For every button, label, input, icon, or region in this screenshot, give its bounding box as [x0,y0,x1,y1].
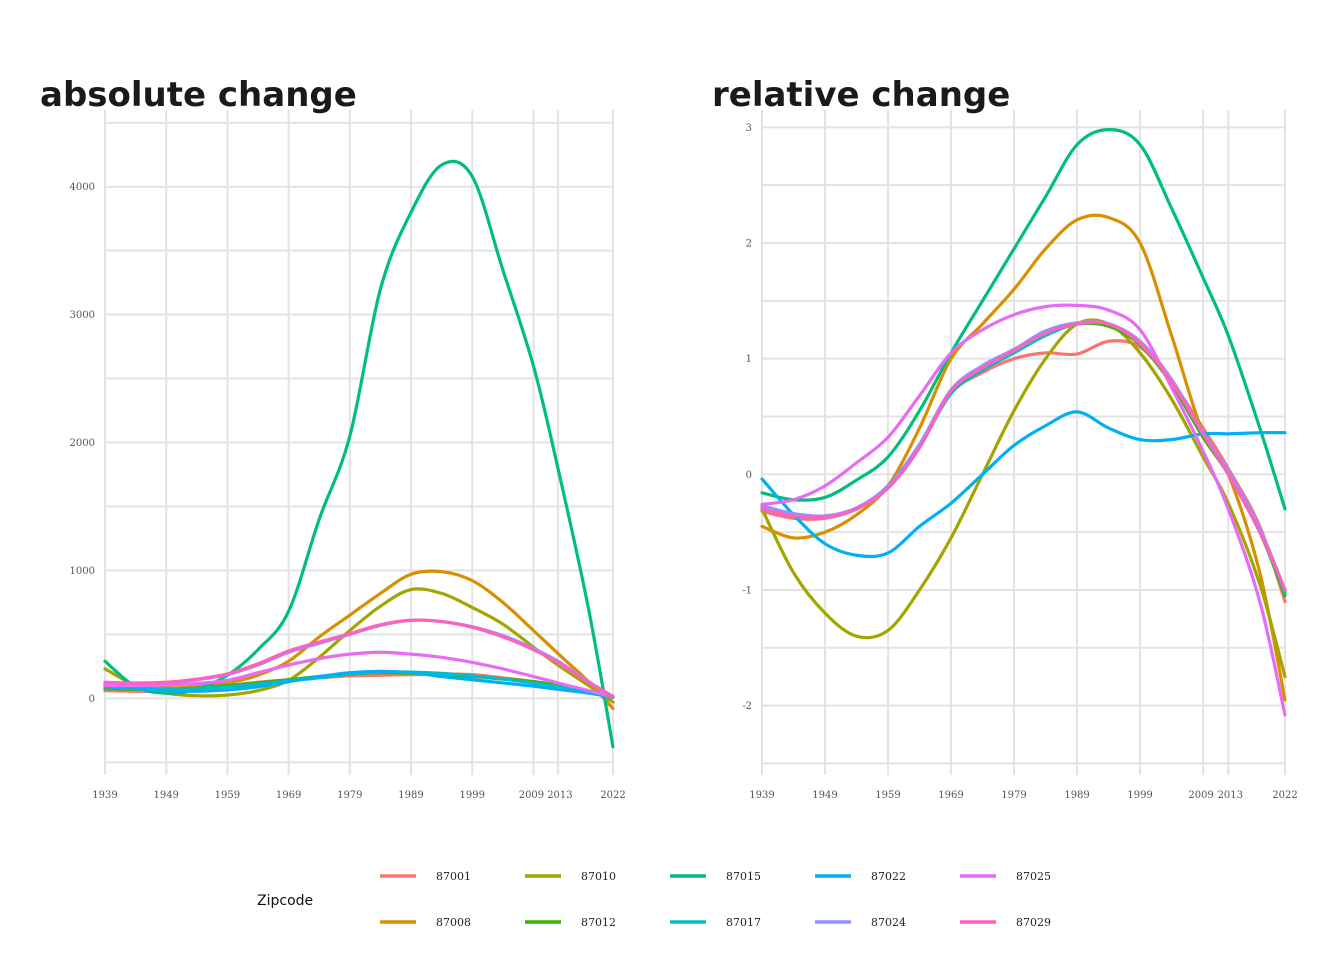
x-tick-label: 1989 [398,790,423,801]
series-line-87010 [760,318,1287,679]
x-tick-label: 1949 [812,790,837,801]
x-tick-label: 2009 [519,790,544,801]
x-tick-label: 2013 [1218,790,1243,801]
series-line-87001 [760,339,1287,604]
legend: Zipcode 87001 87010 87015 87022 87025 87008 87… [257,870,1051,929]
legend-label-87022: 87022 [871,870,906,883]
series-line-87015 [103,159,615,749]
legend-label-87029: 87029 [1016,916,1051,929]
y-tick-label: 1 [746,354,752,365]
y-tick-label: 2000 [70,438,95,449]
x-tick-label: 1979 [337,790,362,801]
y-tick-label: 1000 [70,566,95,577]
y-tick-label: 0 [89,694,95,705]
legend-label-87008: 87008 [436,916,471,929]
x-tick-label: 2009 [1188,790,1213,801]
series-line-87029 [103,618,615,699]
y-tick-label: 2 [746,239,752,250]
legend-title: Zipcode [257,893,313,909]
absolute-change-panel: absolute change 0 1000 2000 3000 4000 1939 194… [40,75,626,801]
x-tick-label: 1999 [1127,790,1152,801]
legend-label-87001: 87001 [436,870,471,883]
x-tick-label: 1989 [1064,790,1089,801]
chart-title-absolute: absolute change [40,75,357,115]
y-tick-label: 3000 [70,310,95,321]
x-tick-label: 2022 [600,790,625,801]
x-tick-label: 1969 [938,790,963,801]
series-line-87029 [760,320,1287,592]
x-tick-label: 1959 [215,790,240,801]
legend-label-87012: 87012 [581,916,616,929]
legend-label-87025: 87025 [1016,870,1051,883]
x-tick-label: 1979 [1001,790,1026,801]
relative-change-panel: relative change -2 -1 0 1 2 3 1939 1949 1959 1969… [712,75,1298,801]
grid [104,110,614,775]
x-tick-label: 1939 [749,790,774,801]
legend-label-87015: 87015 [726,870,761,883]
y-tick-label: 4000 [70,182,95,193]
series-group [103,159,615,749]
x-tick-label: 1969 [276,790,301,801]
x-tick-label: 1959 [875,790,900,801]
legend-label-87010: 87010 [581,870,616,883]
x-tick-label: 2022 [1272,790,1297,801]
y-tick-label: 0 [746,470,752,481]
chart-title-relative: relative change [712,75,1010,115]
series-line-87022 [103,669,615,699]
x-tick-label: 1939 [92,790,117,801]
series-line-87022 [760,410,1287,559]
series-line-87025 [103,650,615,699]
series-line-87025 [760,303,1287,717]
y-tick-label: 3 [746,123,752,134]
legend-label-87024: 87024 [871,916,906,929]
x-tick-label: 2013 [547,790,572,801]
y-tick-label: -1 [742,585,752,596]
series-group [760,128,1287,717]
series-line-87015 [760,128,1287,511]
legend-label-87017: 87017 [726,916,761,929]
x-tick-label: 1949 [153,790,178,801]
y-tick-label: -2 [742,701,752,712]
x-tick-label: 1999 [460,790,485,801]
